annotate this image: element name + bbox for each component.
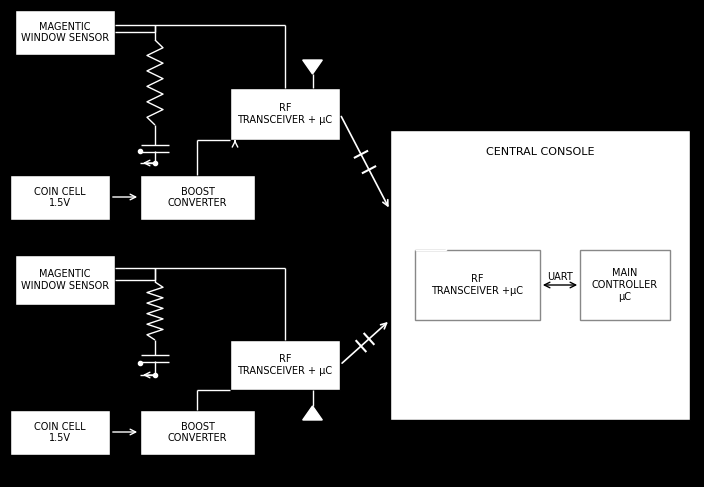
Bar: [415, 250, 540, 320]
Text: COIN CELL
1.5V: COIN CELL 1.5V: [34, 187, 86, 208]
Text: RF
TRANSCEIVER +μC: RF TRANSCEIVER +μC: [432, 274, 524, 296]
Text: MAIN
CONTROLLER
μC: MAIN CONTROLLER μC: [592, 268, 658, 301]
Polygon shape: [303, 60, 322, 74]
Text: MAGENTIC
WINDOW SENSOR: MAGENTIC WINDOW SENSOR: [21, 269, 109, 291]
Text: BOOST
CONVERTER: BOOST CONVERTER: [168, 422, 227, 443]
Text: BOOST
CONVERTER: BOOST CONVERTER: [168, 187, 227, 208]
Bar: [10, 175, 110, 220]
Bar: [230, 88, 340, 140]
Bar: [580, 250, 670, 320]
Text: RF
TRANSCEIVER + μC: RF TRANSCEIVER + μC: [237, 103, 332, 125]
Bar: [390, 130, 690, 420]
Text: RF
TRANSCEIVER + μC: RF TRANSCEIVER + μC: [237, 354, 332, 376]
Polygon shape: [303, 406, 322, 420]
Bar: [10, 410, 110, 455]
Polygon shape: [438, 222, 455, 234]
Bar: [15, 255, 115, 305]
Text: UART: UART: [547, 272, 573, 282]
Bar: [230, 340, 340, 390]
Text: CENTRAL CONSOLE: CENTRAL CONSOLE: [486, 147, 594, 157]
Bar: [140, 410, 255, 455]
Bar: [15, 10, 115, 55]
Text: COIN CELL
1.5V: COIN CELL 1.5V: [34, 422, 86, 443]
Text: MAGENTIC
WINDOW SENSOR: MAGENTIC WINDOW SENSOR: [21, 22, 109, 43]
Bar: [140, 175, 255, 220]
